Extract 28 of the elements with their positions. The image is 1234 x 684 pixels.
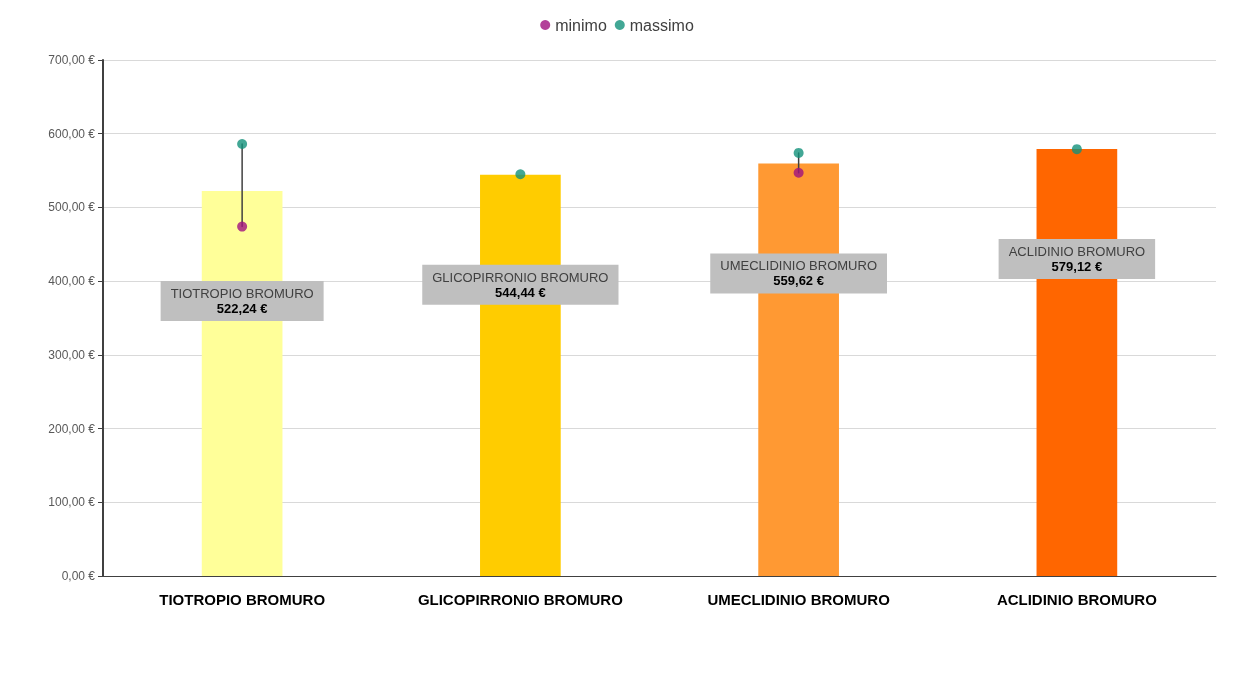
y-tick-label: 200,00 €: [48, 421, 96, 436]
point: [515, 169, 526, 180]
y-tick-label: 0,00 €: [61, 569, 96, 583]
point: [793, 167, 804, 178]
y-tick-label: 600,00 €: [48, 126, 96, 141]
category-label: GLICOPIRRONIO BROMURO: [432, 269, 609, 285]
data-label: 522,24 €: [216, 301, 268, 317]
y-tick-label: 300,00 €: [48, 347, 96, 362]
point: [237, 221, 248, 232]
category-label: TIOTROPIO BROMURO: [170, 286, 314, 302]
y-tick-label: 700,00 €: [48, 53, 96, 67]
x-tick-label: TIOTROPIO BROMURO: [159, 591, 326, 608]
y-tick-label: 100,00 €: [48, 495, 96, 510]
y-tick-label: 500,00 €: [48, 200, 96, 215]
x-tick-label: GLICOPIRRONIO BROMURO: [417, 591, 624, 608]
point: [237, 139, 248, 150]
category-label: ACLIDINIO BROMURO: [1008, 244, 1146, 260]
y-tick-label: 400,00 €: [48, 274, 96, 289]
data-label: 544,44 €: [495, 284, 546, 300]
point: [1071, 144, 1082, 155]
legend-label: minimo: [555, 16, 607, 34]
category-label: UMECLIDINIO BROMURO: [720, 258, 877, 274]
legend-label: massimo: [629, 16, 694, 34]
data-label: 559,62 €: [773, 273, 824, 289]
point: [793, 147, 804, 158]
x-tick-label: ACLIDINIO BROMURO: [996, 591, 1158, 608]
x-tick-label: UMECLIDINIO BROMURO: [707, 591, 891, 608]
data-label: 579,12 €: [1051, 259, 1103, 275]
